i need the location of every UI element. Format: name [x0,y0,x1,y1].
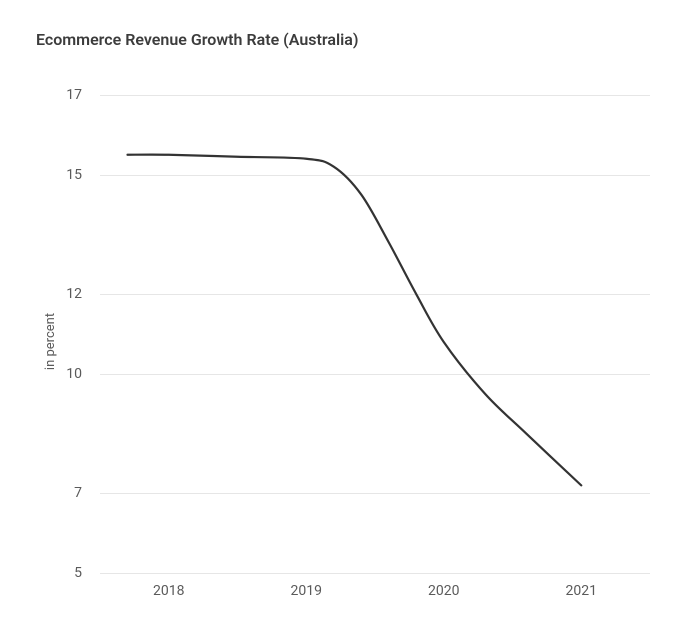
y-tick-label: 10 [42,366,82,382]
chart-container: Ecommerce Revenue Growth Rate (Australia… [0,0,685,635]
y-tick-label: 5 [42,565,82,581]
chart-title: Ecommerce Revenue Growth Rate (Australia… [36,30,358,49]
plot-area [100,95,650,573]
x-tick-label: 2018 [153,583,184,599]
x-tick-label: 2020 [428,583,459,599]
gridline [100,573,650,574]
x-tick-label: 2021 [566,583,597,599]
line-chart-svg [100,95,650,573]
y-tick-label: 15 [42,167,82,183]
y-tick-label: 12 [42,286,82,302]
x-tick-label: 2019 [291,583,322,599]
y-tick-label: 7 [42,485,82,501]
y-axis-label: in percent [43,313,58,370]
y-tick-label: 17 [42,87,82,103]
series-line [128,155,582,486]
